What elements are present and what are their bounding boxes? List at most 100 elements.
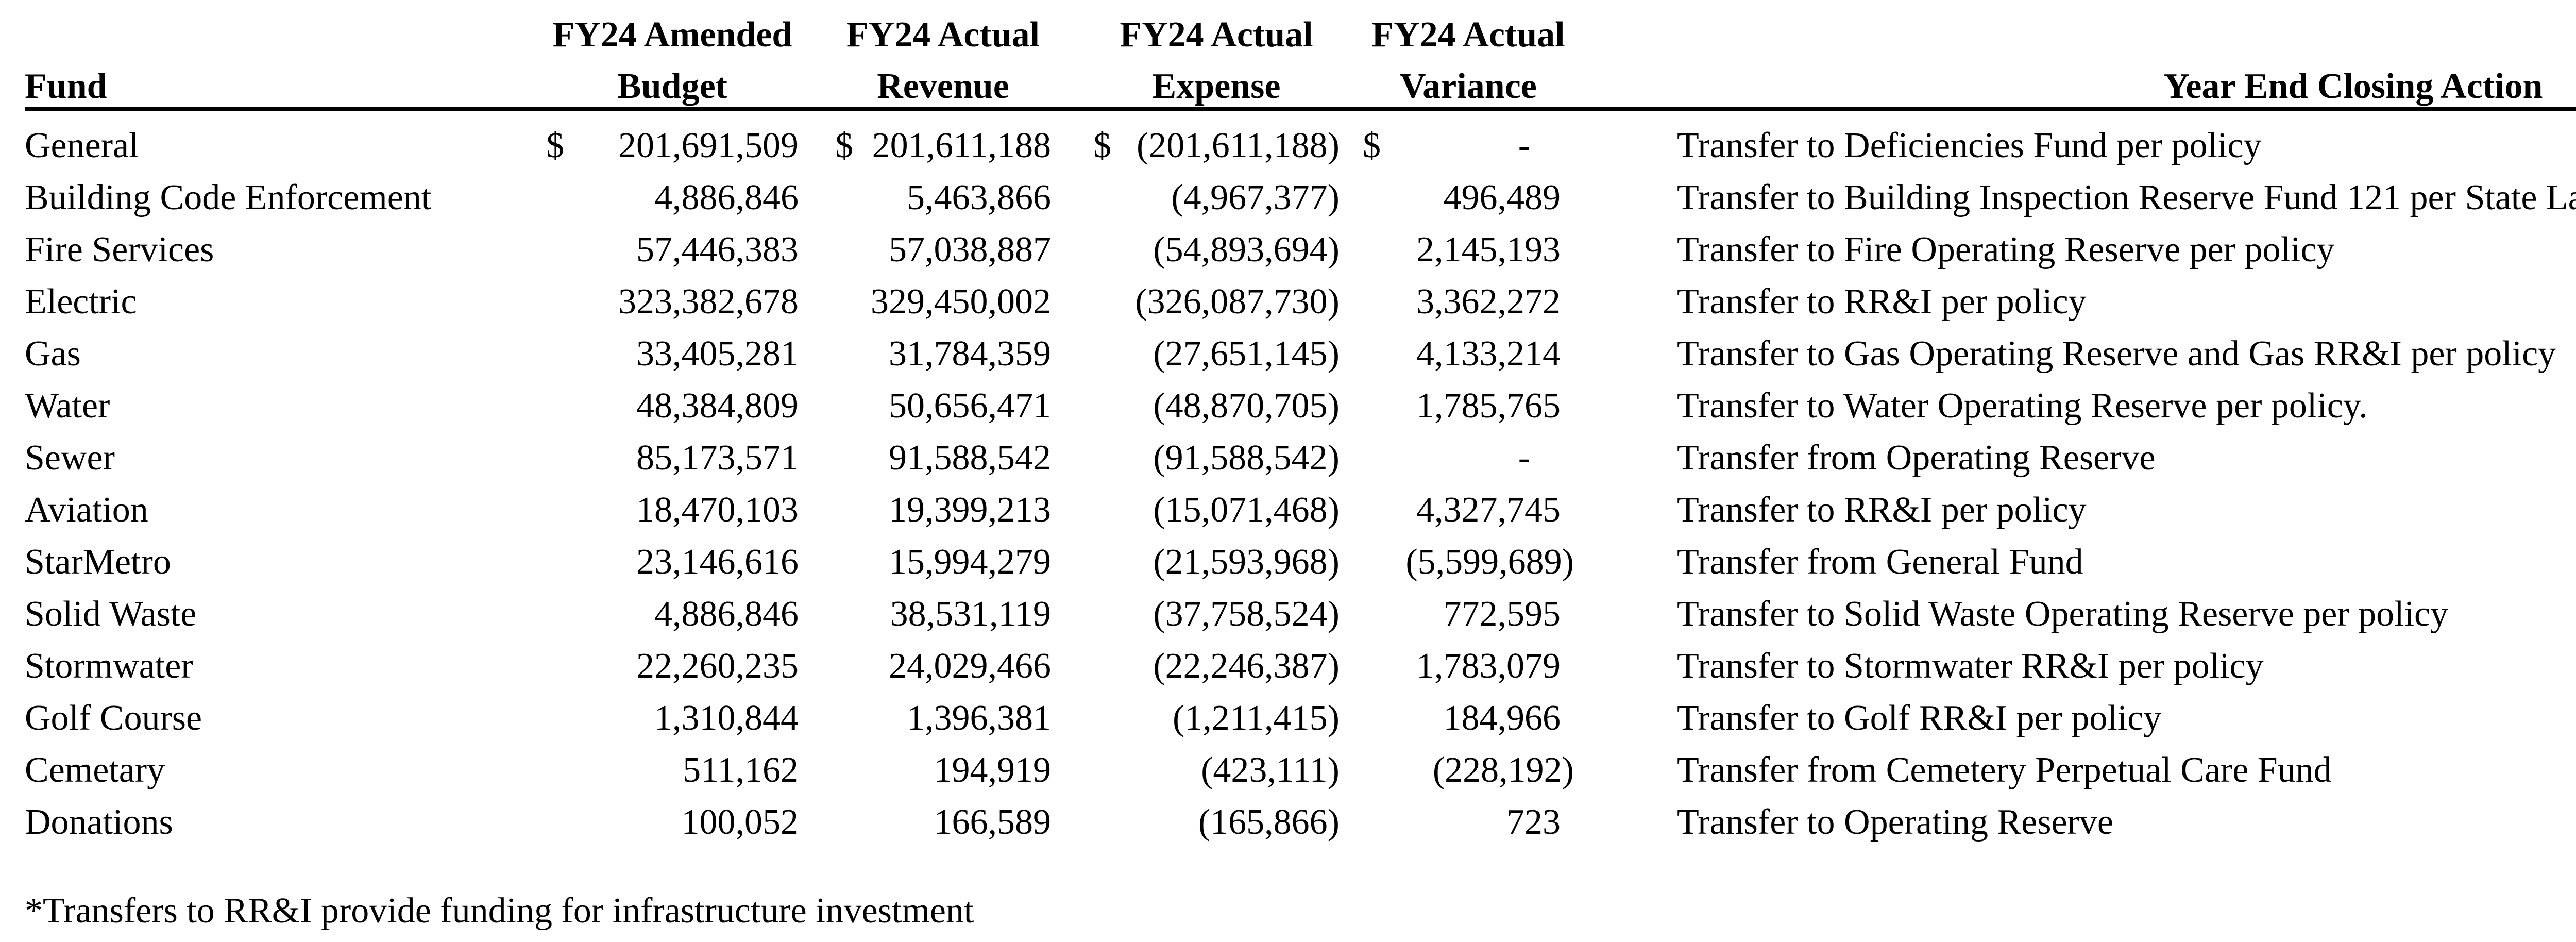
revenue-cell: 1,396,381 — [835, 698, 1051, 739]
variance-amount: - — [1518, 125, 1530, 165]
expense-cell: (27,651,145) — [1093, 333, 1340, 375]
budget-amount: 85,173,571 — [636, 438, 799, 478]
table-row: Electric 323,382,678 329,450,002 (326,08… — [0, 276, 2576, 328]
budget-cell: 323,382,678 — [546, 281, 799, 323]
variance-cell: 1,785,765 — [1363, 385, 1574, 427]
revenue-cell: 19,399,213 — [835, 490, 1051, 531]
closing-action: Transfer to Fire Operating Reserve per p… — [1677, 229, 2335, 270]
table-row: Golf Course 1,310,844 1,396,381 (1,211,4… — [0, 692, 2576, 744]
closing-action: Transfer to Deficiencies Fund per policy — [1677, 125, 2262, 165]
fund-name: Fire Services — [25, 229, 214, 270]
fund-name: Aviation — [25, 490, 148, 530]
revenue-amount: 5,463,866 — [907, 177, 1051, 217]
table-row: Gas 33,405,281 31,784,359 (27,651,145) 4… — [0, 328, 2576, 380]
dollar-sign: $ — [546, 125, 564, 165]
fund-name: Cemetary — [25, 750, 165, 790]
budget-cell: 33,405,281 — [546, 333, 799, 375]
budget-amount: 4,886,846 — [654, 177, 799, 217]
revenue-cell: 31,784,359 — [835, 333, 1051, 375]
revenue-amount: 329,450,002 — [871, 281, 1051, 322]
variance-cell: $ - — [1363, 125, 1574, 166]
table-row: Sewer 85,173,571 91,588,542 (91,588,542)… — [0, 432, 2576, 484]
budget-cell: 48,384,809 — [546, 385, 799, 427]
revenue-cell: 5,463,866 — [835, 177, 1051, 218]
table-row: Donations 100,052 166,589 (165,866) 723 … — [0, 796, 2576, 848]
expense-cell: (37,758,524) — [1093, 594, 1340, 635]
variance-cell: 4,327,745 — [1363, 490, 1574, 531]
closing-action: Transfer to Solid Waste Operating Reserv… — [1677, 594, 2449, 634]
fund-name: Stormwater — [25, 646, 193, 686]
table-row: General $ 201,691,509 $ 201,611,188 $ (2… — [0, 120, 2576, 172]
table-row: Water 48,384,809 50,656,471 (48,870,705)… — [0, 380, 2576, 432]
revenue-cell: 50,656,471 — [835, 385, 1051, 427]
variance-amount: (5,599,689) — [1405, 542, 1574, 582]
table-row: Aviation 18,470,103 19,399,213 (15,071,4… — [0, 484, 2576, 536]
variance-cell: 4,133,214 — [1363, 333, 1574, 375]
header-budget-line2: Budget — [617, 66, 727, 106]
header-closing-action: Year End Closing Action — [2163, 66, 2543, 106]
expense-cell: (22,246,387) — [1093, 646, 1340, 687]
expense-amount: (201,611,188) — [1136, 125, 1340, 165]
expense-amount: (326,087,730) — [1135, 281, 1340, 322]
budget-amount: 22,260,235 — [636, 646, 799, 686]
budget-cell: 22,260,235 — [546, 646, 799, 687]
expense-cell: (15,071,468) — [1093, 490, 1340, 531]
closing-action: Transfer to RR&I per policy — [1677, 490, 2087, 530]
revenue-cell: 57,038,887 — [835, 229, 1051, 271]
budget-amount: 33,405,281 — [636, 333, 799, 374]
expense-cell: (326,087,730) — [1093, 281, 1340, 323]
budget-cell: 85,173,571 — [546, 438, 799, 479]
variance-cell: 3,362,272 — [1363, 281, 1574, 323]
closing-action: Transfer from Operating Reserve — [1677, 438, 2156, 478]
expense-amount: (91,588,542) — [1153, 438, 1340, 478]
budget-amount: 48,384,809 — [636, 385, 799, 426]
fund-name: Electric — [25, 281, 137, 322]
expense-cell: $ (201,611,188) — [1093, 125, 1340, 166]
variance-amount: 723 — [1506, 802, 1561, 842]
budget-cell: 4,886,846 — [546, 594, 799, 635]
closing-action: Transfer to RR&I per policy — [1677, 281, 2087, 322]
variance-amount: 772,595 — [1443, 594, 1561, 634]
variance-amount: (228,192) — [1432, 750, 1574, 790]
revenue-amount: 19,399,213 — [889, 490, 1051, 530]
header-expense-line1: FY24 Actual — [1120, 15, 1313, 55]
budget-amount: 1,310,844 — [654, 698, 799, 738]
budget-amount: 4,886,846 — [654, 594, 799, 634]
budget-cell: 18,470,103 — [546, 490, 799, 531]
table-row: Building Code Enforcement 4,886,846 5,46… — [0, 172, 2576, 224]
expense-cell: (1,211,415) — [1093, 698, 1340, 739]
fund-name: Sewer — [25, 438, 115, 478]
fund-name: Building Code Enforcement — [25, 177, 432, 217]
expense-amount: (37,758,524) — [1153, 594, 1340, 634]
variance-amount: 4,327,745 — [1416, 490, 1561, 530]
budget-amount: 100,052 — [681, 802, 799, 842]
expense-amount: (1,211,415) — [1172, 698, 1340, 738]
expense-amount: (21,593,968) — [1153, 542, 1340, 582]
fund-name: Water — [25, 385, 110, 426]
fund-name: StarMetro — [25, 542, 171, 582]
header-revenue-line1: FY24 Actual — [846, 15, 1040, 55]
table-header: FY24 Amended FY24 Actual FY24 Actual FY2… — [0, 0, 2576, 107]
budget-cell: 57,446,383 — [546, 229, 799, 271]
variance-amount: 4,133,214 — [1416, 333, 1561, 374]
budget-amount: 23,146,616 — [636, 542, 799, 582]
closing-action: Transfer to Operating Reserve — [1677, 802, 2113, 842]
header-variance-line1: FY24 Actual — [1371, 15, 1565, 55]
variance-amount: 496,489 — [1443, 177, 1561, 217]
variance-amount: 1,783,079 — [1416, 646, 1561, 686]
table-row: Solid Waste 4,886,846 38,531,119 (37,758… — [0, 588, 2576, 640]
table-row: Fire Services 57,446,383 57,038,887 (54,… — [0, 224, 2576, 276]
expense-amount: (165,866) — [1198, 802, 1340, 842]
variance-amount: 2,145,193 — [1416, 229, 1561, 270]
revenue-amount: 24,029,466 — [889, 646, 1051, 686]
dollar-sign: $ — [1363, 125, 1381, 165]
budget-cell: 1,310,844 — [546, 698, 799, 739]
revenue-amount: 201,611,188 — [872, 125, 1051, 165]
expense-cell: (423,111) — [1093, 750, 1340, 791]
revenue-amount: 194,919 — [934, 750, 1052, 790]
expense-amount: (27,651,145) — [1153, 333, 1340, 374]
budget-cell: $ 201,691,509 — [546, 125, 799, 166]
closing-action: Transfer to Gas Operating Reserve and Ga… — [1677, 333, 2556, 374]
header-row-1: FY24 Amended FY24 Actual FY24 Actual FY2… — [25, 6, 2576, 56]
